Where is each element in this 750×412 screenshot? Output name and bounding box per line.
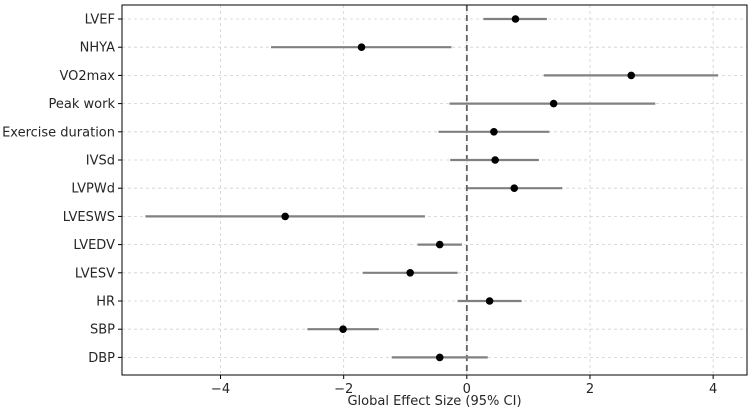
estimate-point-5 <box>491 156 499 164</box>
x-axis-ticks: −4 −2 0 2 4 <box>211 375 717 397</box>
category-label-3: Peak work <box>49 97 116 112</box>
category-label-7: LVESWS <box>63 210 115 225</box>
plot-marks <box>145 15 719 362</box>
estimate-point-0 <box>511 15 520 23</box>
x-axis-label: Global Effect Size (95% CI) <box>347 394 521 409</box>
category-label-10: HR <box>96 295 115 310</box>
x-tick-label-2: 0 <box>463 382 471 397</box>
category-label-6: LVPWd <box>71 182 115 197</box>
estimate-point-3 <box>549 99 558 108</box>
category-label-0: LVEF <box>85 13 115 28</box>
plot-frame <box>121 4 748 376</box>
estimate-point-10 <box>485 297 494 305</box>
category-label-9: LVESV <box>75 266 115 281</box>
category-label-12: DBP <box>88 351 115 366</box>
y-axis-ticks: LVEF NHYA VO2max Peak work Exercise duration… <box>2 13 122 366</box>
estimate-point-8 <box>435 240 444 249</box>
estimate-point-9 <box>406 269 414 277</box>
x-tick-label-3: 2 <box>586 382 594 397</box>
x-tick-label-0: −4 <box>211 382 230 397</box>
estimate-point-11 <box>339 325 347 334</box>
category-label-1: NHYA <box>80 41 115 56</box>
x-tick-label-4: 4 <box>709 382 717 397</box>
x-tick-label-1: −2 <box>334 382 353 397</box>
estimate-point-4 <box>490 128 498 136</box>
estimate-point-1 <box>357 43 366 51</box>
estimate-point-7 <box>281 212 289 221</box>
estimate-point-2 <box>627 71 636 80</box>
category-label-2: VO2max <box>60 69 116 84</box>
category-label-5: IVSd <box>86 154 115 169</box>
estimate-point-6 <box>510 184 519 192</box>
category-label-8: LVEDV <box>73 238 115 253</box>
grid-lines <box>122 5 747 375</box>
category-label-11: SBP <box>90 323 115 338</box>
category-label-4: Exercise duration <box>2 125 115 140</box>
estimate-point-12 <box>435 353 444 362</box>
